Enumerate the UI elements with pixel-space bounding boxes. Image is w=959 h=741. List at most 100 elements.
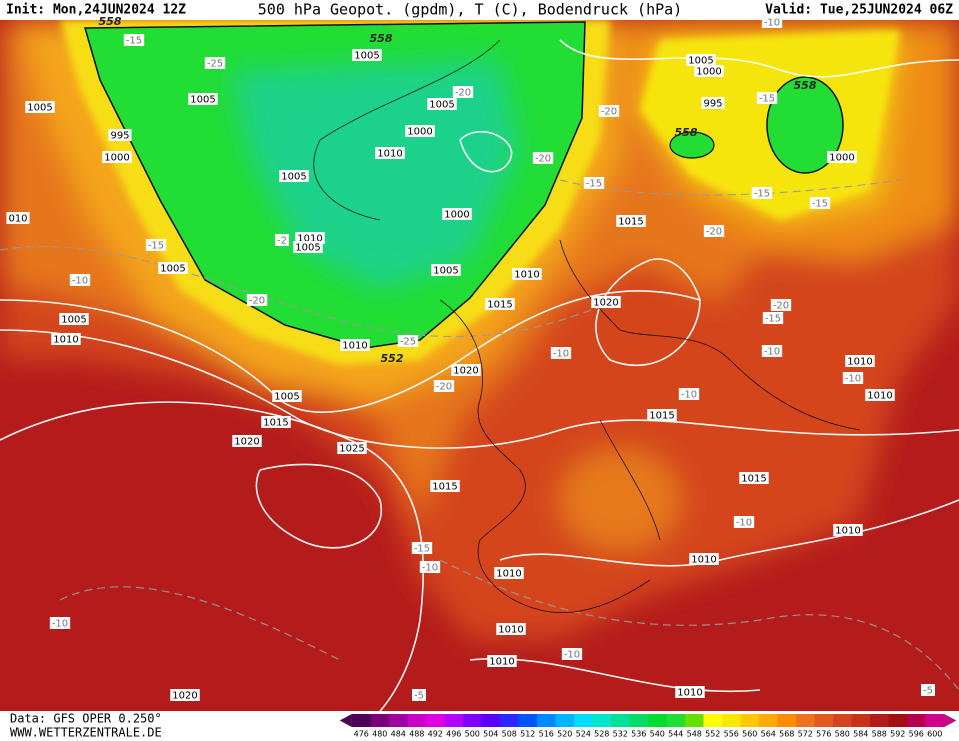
colorbar-label: 552 xyxy=(705,730,720,739)
colorbar-swatch xyxy=(555,714,575,727)
isobar-label-box xyxy=(686,54,716,66)
isobar-label-group: 1005 xyxy=(427,98,457,111)
isobar-label-group: 1005 xyxy=(59,313,89,326)
colorbar-arrow-left xyxy=(339,713,353,728)
height-label: 558 xyxy=(794,79,817,92)
temperature-label: -15 xyxy=(148,241,164,252)
colorbar-swatch xyxy=(648,714,667,727)
temperature-label-group: -20 xyxy=(246,294,268,307)
colorbar-swatch xyxy=(611,714,630,727)
isobar-label-box xyxy=(739,472,769,484)
isobar-label-group: 1010 xyxy=(494,567,524,580)
isobar-label: 1010 xyxy=(377,149,402,160)
isobar-label: 1015 xyxy=(487,300,512,311)
temperature-label-group: -10 xyxy=(761,345,783,358)
colorbar-swatch xyxy=(574,714,593,727)
isobar-label-group: 1020 xyxy=(232,435,262,448)
colorbar-swatch xyxy=(814,714,834,727)
temperature-label-box xyxy=(433,380,455,392)
temperature-label: -10 xyxy=(72,276,88,287)
colorbar-label: 564 xyxy=(761,730,776,739)
colorbar-label: 596 xyxy=(909,730,924,739)
temperature-label-group: -15 xyxy=(809,197,831,210)
colorbar-swatch xyxy=(537,714,556,727)
colorbar-label: 560 xyxy=(742,730,757,739)
colorbar-swatch xyxy=(426,714,445,727)
colorbar-label: 480 xyxy=(372,730,387,739)
isobar-label-box xyxy=(845,355,875,367)
temperature-label: -15 xyxy=(812,199,828,210)
isobar-label-box xyxy=(865,389,895,401)
temperature-label-box xyxy=(842,372,864,384)
isobar-label: 1010 xyxy=(677,688,702,699)
colorbar-swatch xyxy=(685,714,704,727)
colorbar-label: 516 xyxy=(539,730,554,739)
colorbar-label: 496 xyxy=(446,730,461,739)
colorbar-swatch xyxy=(870,714,889,727)
isobar-label: 1015 xyxy=(649,411,674,422)
isobar-label: 1015 xyxy=(741,474,766,485)
temperature-label: -15 xyxy=(414,544,430,555)
isobar-label-box xyxy=(6,212,30,224)
isobar-label: 1020 xyxy=(172,691,197,702)
isobar-label: 1000 xyxy=(407,127,432,138)
isobar-label-box xyxy=(232,435,262,447)
colorbar-swatch xyxy=(666,714,686,727)
colorbar-label: 568 xyxy=(779,730,794,739)
colorbar-label: 576 xyxy=(816,730,831,739)
temperature-label-group: -15 xyxy=(756,92,778,105)
temperature-label-group: -10 xyxy=(761,16,783,29)
temperature-label-group: -10 xyxy=(69,274,91,287)
isobar-label: 1010 xyxy=(342,341,367,352)
temperature-label-group: -10 xyxy=(561,648,583,661)
isobar-label: 1020 xyxy=(453,366,478,377)
colorbar-label: 584 xyxy=(853,730,868,739)
colorbar-label: 528 xyxy=(594,730,609,739)
height-label: 558 xyxy=(99,15,122,28)
temperature-label: -25 xyxy=(400,337,416,348)
colorbar-label: 532 xyxy=(613,730,628,739)
isobar-label-box xyxy=(827,151,857,163)
colorbar-label: 504 xyxy=(483,730,498,739)
colorbar-swatch xyxy=(592,714,612,727)
isobar-label-box xyxy=(487,655,517,667)
isobar-label-box xyxy=(616,215,646,227)
colorbar-swatch xyxy=(833,714,852,727)
colorbar-swatch xyxy=(407,714,427,727)
isobar-label-box xyxy=(494,567,524,579)
colorbar-swatch xyxy=(851,714,871,727)
colorbar-label: 548 xyxy=(687,730,702,739)
colorbar-swatch xyxy=(888,714,908,727)
isobar-label-group: 1010 xyxy=(496,623,526,636)
isobar-label-box xyxy=(451,364,481,376)
colorbar-label: 588 xyxy=(872,730,887,739)
isobar-label-group: 995 xyxy=(701,97,725,110)
isobar-label-group: 1005 xyxy=(279,170,309,183)
colorbar-label: 592 xyxy=(890,730,905,739)
colorbar-swatch xyxy=(481,714,501,727)
isobar-label-box xyxy=(431,264,461,276)
isobar-label: 1005 xyxy=(274,392,299,403)
temperature-label-box xyxy=(69,274,91,286)
colorbar-swatch xyxy=(463,714,482,727)
temperature-label-box xyxy=(598,105,620,117)
isobar-label-group: 1010 xyxy=(833,524,863,537)
temperature-label: -20 xyxy=(535,154,551,165)
isobar-label: 1010 xyxy=(498,625,523,636)
isobar-label-box xyxy=(272,390,302,402)
temperature-label-box xyxy=(145,239,167,251)
temperature-label-box xyxy=(756,92,778,104)
temperature-label-box xyxy=(751,187,773,199)
isobar-label-group: 1005 xyxy=(25,101,55,114)
isobar-label-box xyxy=(188,93,218,105)
isobar-label: 1020 xyxy=(234,437,259,448)
isobar-label: 1005 xyxy=(61,315,86,326)
isobar-label: 1005 xyxy=(354,51,379,62)
isobar-label: 1010 xyxy=(53,335,78,346)
isobar-label: 1005 xyxy=(160,264,185,275)
temperature-label: -15 xyxy=(759,94,775,105)
temperature-label-box xyxy=(921,684,935,696)
isobar-label-group: 1000 xyxy=(442,208,472,221)
isobar-label: 1015 xyxy=(263,418,288,429)
isobar-label: 1010 xyxy=(514,270,539,281)
